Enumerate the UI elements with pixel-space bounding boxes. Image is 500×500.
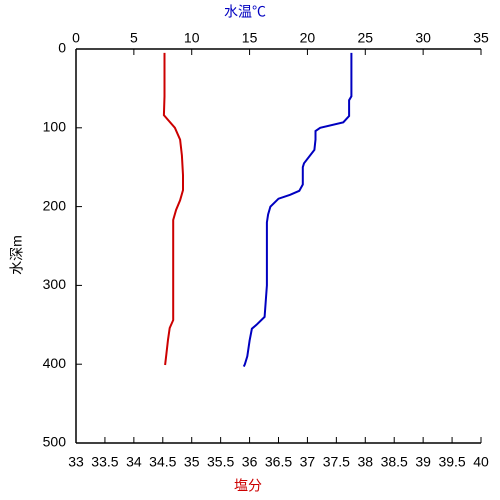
x-tick-label: 33.5	[91, 454, 118, 470]
x2-tick-label: 5	[130, 30, 138, 46]
x-tick-label: 39	[415, 454, 431, 470]
x-tick-label: 38.5	[381, 454, 408, 470]
x-axis-title: 塩分	[234, 478, 262, 494]
x-tick-label: 34.5	[149, 454, 176, 470]
y-tick-label: 200	[43, 197, 67, 213]
x-tick-label: 38	[357, 454, 373, 470]
profile-line	[162, 52, 184, 366]
y-tick-label: 100	[43, 119, 67, 135]
x2-tick-label: 20	[300, 30, 316, 46]
x-tick-label: 33	[68, 454, 84, 470]
profile-line	[242, 52, 353, 368]
y-tick-label: 400	[43, 355, 67, 371]
x2-axis-title: 水温℃	[224, 4, 266, 20]
x2-tick-label: 10	[184, 30, 200, 46]
x2-tick-label: 35	[473, 30, 489, 46]
y-tick-label: 500	[43, 434, 67, 450]
x2-tick-label: 30	[415, 30, 431, 46]
x-tick-label: 40	[473, 454, 489, 470]
x2-tick-label: 0	[72, 30, 80, 46]
x-tick-label: 35	[184, 454, 200, 470]
y-tick-label: 0	[58, 40, 66, 56]
x-tick-label: 37.5	[323, 454, 350, 470]
y-axis-title: 水深m	[9, 235, 25, 275]
x-tick-label: 36	[242, 454, 258, 470]
x2-tick-label: 25	[357, 30, 373, 46]
x-tick-label: 37	[300, 454, 316, 470]
x2-tick-label: 15	[242, 30, 258, 46]
x-tick-label: 34	[126, 454, 142, 470]
x-tick-label: 36.5	[265, 454, 292, 470]
x-tick-label: 39.5	[438, 454, 465, 470]
x-tick-label: 35.5	[207, 454, 234, 470]
y-tick-label: 300	[43, 276, 67, 292]
